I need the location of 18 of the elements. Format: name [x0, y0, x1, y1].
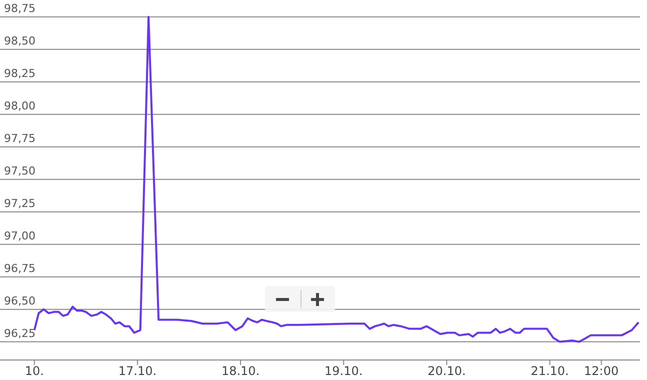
- y-tick-label: 98,25: [4, 66, 36, 80]
- y-tick-label: 97,00: [4, 229, 36, 242]
- x-tick-label: 20.10.: [428, 364, 466, 378]
- y-tick-label: 96,75: [4, 262, 36, 275]
- y-tick-label: 96,25: [4, 326, 36, 340]
- x-tick-label: 17.10.: [118, 364, 157, 378]
- y-tick-label: 97,75: [4, 132, 36, 145]
- y-tick-label: 98,50: [4, 34, 36, 48]
- x-tick-label: 18.10.: [221, 364, 260, 378]
- x-tick-label: 21.10.: [530, 364, 569, 378]
- y-tick-label: 98,75: [4, 2, 36, 15]
- y-tick-label: 96,50: [4, 294, 36, 308]
- x-tick-label: 12:00: [584, 364, 619, 378]
- y-tick-label: 98,00: [4, 99, 36, 112]
- x-tick-label: 19.10.: [324, 364, 363, 378]
- x-tick-label: 10.: [24, 364, 44, 378]
- y-tick-label: 97,25: [4, 196, 36, 210]
- y-tick-label: 97,50: [4, 164, 36, 178]
